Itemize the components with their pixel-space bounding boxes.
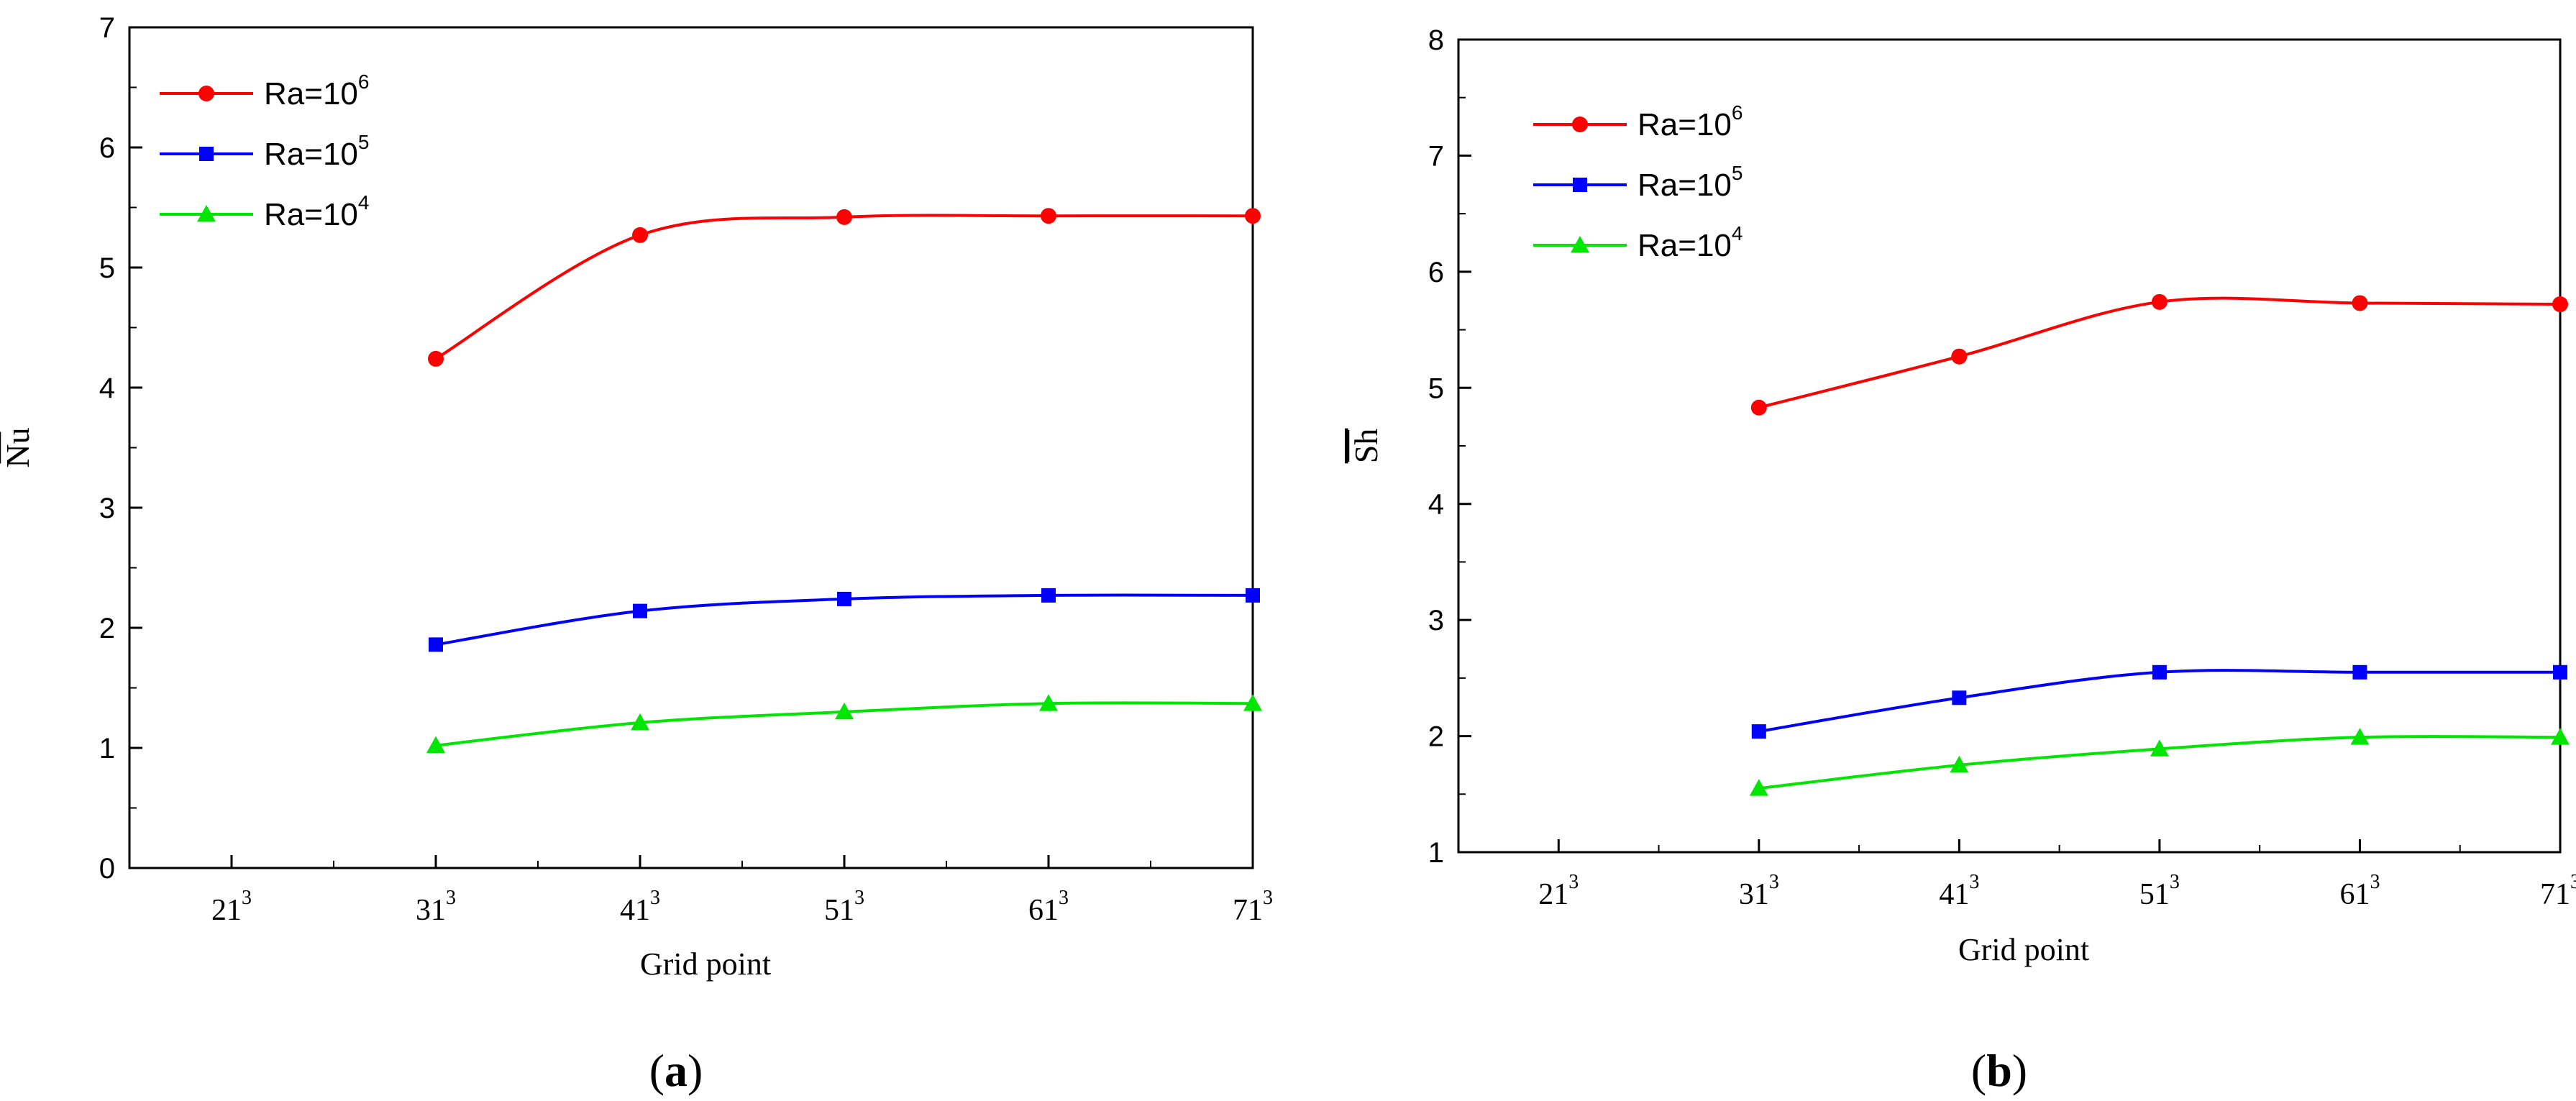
panel-b-caption: (b) [1971, 1045, 2027, 1096]
y-tick-label: 6 [1428, 257, 1444, 288]
x-tick-label: 413 [1939, 871, 1979, 911]
chart-panel-b: 1 2 3 4 5 6 7 8 213 313 413 513 613 713 Grid point Sh Ra… [1347, 24, 2576, 967]
data-point [1039, 694, 1058, 711]
legend-marker [197, 205, 216, 222]
series-line [434, 214, 1253, 360]
x-tick-label: 713 [1233, 887, 1273, 927]
x-tick-label: 213 [211, 887, 252, 927]
data-point [837, 591, 851, 606]
data-point [836, 209, 852, 225]
data-point [1245, 208, 1261, 224]
legend-marker [1571, 236, 1589, 253]
data-point [2551, 728, 2570, 745]
data-point [2552, 296, 2568, 313]
y-tick-label: 1 [99, 733, 115, 764]
series-line [1758, 669, 2560, 734]
data-point [2352, 664, 2367, 680]
x-tick-label: 513 [824, 887, 864, 927]
data-point [426, 736, 445, 754]
data-point [633, 603, 647, 618]
panel-a-caption: (a) [649, 1045, 703, 1096]
data-point [428, 350, 444, 367]
x-tick-label: 613 [2339, 871, 2380, 911]
legend-marker [198, 86, 214, 101]
y-tick-label: 4 [99, 373, 115, 404]
legend-marker [1572, 117, 1588, 132]
legend-label: Ra=105 [264, 131, 369, 172]
data-point [2152, 664, 2167, 680]
data-point [2350, 728, 2370, 745]
legend-marker [1573, 178, 1587, 192]
x-tick-label: 413 [620, 887, 660, 927]
x-axis-label: Grid point [640, 946, 771, 982]
data-point [1041, 588, 1056, 603]
data-point [429, 637, 443, 652]
y-tick-label: 3 [99, 493, 115, 524]
data-point [631, 713, 649, 731]
data-point [2150, 739, 2169, 757]
data-point [1041, 208, 1056, 224]
data-point [1952, 690, 1967, 705]
series-line [1758, 296, 2561, 409]
legend-label: Ra=106 [264, 70, 369, 111]
y-tick-label: 7 [1428, 140, 1444, 172]
y-tick-label: 5 [1428, 373, 1444, 404]
plot-frame [1457, 38, 2562, 854]
y-tick-label: 2 [1428, 721, 1444, 753]
legend-label: Ra=104 [264, 191, 369, 232]
y-tick-label: 0 [99, 853, 115, 885]
y-tick-label: 4 [1428, 489, 1444, 521]
y-tick-label: 5 [99, 252, 115, 284]
data-point [2151, 293, 2168, 310]
y-tick-label: 2 [99, 613, 115, 644]
y-tick-label: 7 [99, 12, 115, 44]
data-point [1950, 755, 1969, 773]
data-point [1243, 694, 1262, 711]
data-point [1750, 399, 1767, 416]
y-axis-label: Sh [1348, 429, 1384, 464]
y-tick-label: 3 [1428, 605, 1444, 636]
x-axis-label: Grid point [1958, 932, 2089, 967]
legend-label: Ra=105 [1638, 162, 1743, 203]
x-tick-label: 713 [2540, 871, 2576, 911]
data-point [2553, 664, 2567, 680]
y-tick-label: 8 [1428, 24, 1444, 56]
x-tick-label: 313 [416, 887, 456, 927]
x-tick-label: 213 [1538, 871, 1579, 911]
data-point [1951, 348, 1968, 365]
data-point [632, 227, 648, 243]
x-tick-label: 513 [2139, 871, 2180, 911]
legend-marker [199, 147, 214, 161]
legend-label: Ra=104 [1638, 222, 1743, 263]
data-point [1246, 588, 1260, 603]
data-point [2352, 295, 2368, 311]
y-axis-label: Nu [0, 427, 36, 467]
x-tick-label: 313 [1739, 871, 1779, 911]
data-point [1749, 779, 1768, 796]
x-tick-label: 613 [1028, 887, 1069, 927]
y-tick-label: 6 [99, 132, 115, 164]
chart-panel-a: 0 1 2 3 4 5 6 7 213 313 413 513 613 713 Grid point Nu Ra… [0, 12, 1273, 982]
y-tick-label: 1 [1428, 837, 1444, 869]
data-point [835, 702, 854, 720]
data-point [1751, 724, 1766, 739]
legend-label: Ra=106 [1638, 101, 1743, 142]
